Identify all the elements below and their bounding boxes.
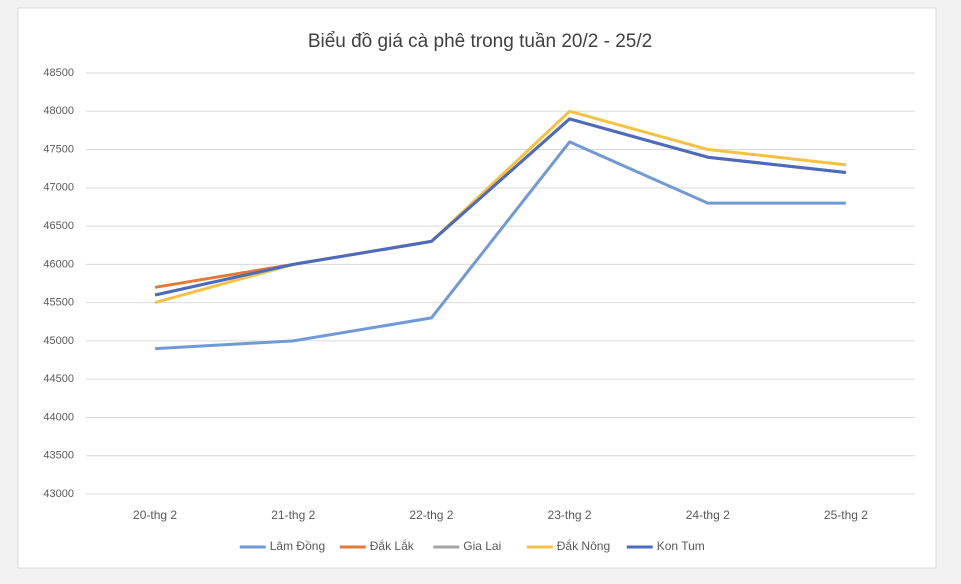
- y-tick-label: 46000: [43, 258, 74, 270]
- y-tick-label: 44000: [43, 411, 74, 423]
- y-tick-label: 48000: [43, 105, 74, 117]
- legend-label: Lâm Đồng: [270, 539, 325, 553]
- legend-label: Đắk Nông: [557, 538, 610, 553]
- y-tick-label: 45500: [43, 297, 74, 309]
- x-tick-label: 24-thg 2: [686, 508, 730, 522]
- legend-label: Kon Tum: [657, 539, 705, 553]
- series-line: [154, 117, 847, 297]
- y-tick-label: 45000: [43, 335, 74, 347]
- y-tick-label: 48500: [43, 67, 74, 79]
- y-tick-label: 43000: [43, 488, 74, 500]
- y-tick-label: 46500: [43, 220, 74, 232]
- x-tick-label: 23-thg 2: [548, 508, 592, 522]
- series-line: [155, 140, 846, 351]
- y-tick-label: 44500: [43, 373, 74, 385]
- x-tick-label: 20-thg 2: [133, 508, 177, 522]
- legend-label: Đắk Lắk: [370, 538, 415, 553]
- y-tick-label: 47000: [43, 182, 74, 194]
- legend-label: Gia Lai: [463, 539, 501, 553]
- x-tick-label: 21-thg 2: [271, 508, 315, 522]
- y-tick-label: 43500: [43, 450, 74, 462]
- chart-title: Biểu đồ giá cà phê trong tuần 20/2 - 25/…: [308, 31, 652, 52]
- x-tick-label: 25-thg 2: [824, 508, 868, 522]
- x-tick-label: 22-thg 2: [409, 508, 453, 522]
- y-tick-label: 47500: [43, 143, 74, 155]
- chart-frame: [17, 7, 937, 569]
